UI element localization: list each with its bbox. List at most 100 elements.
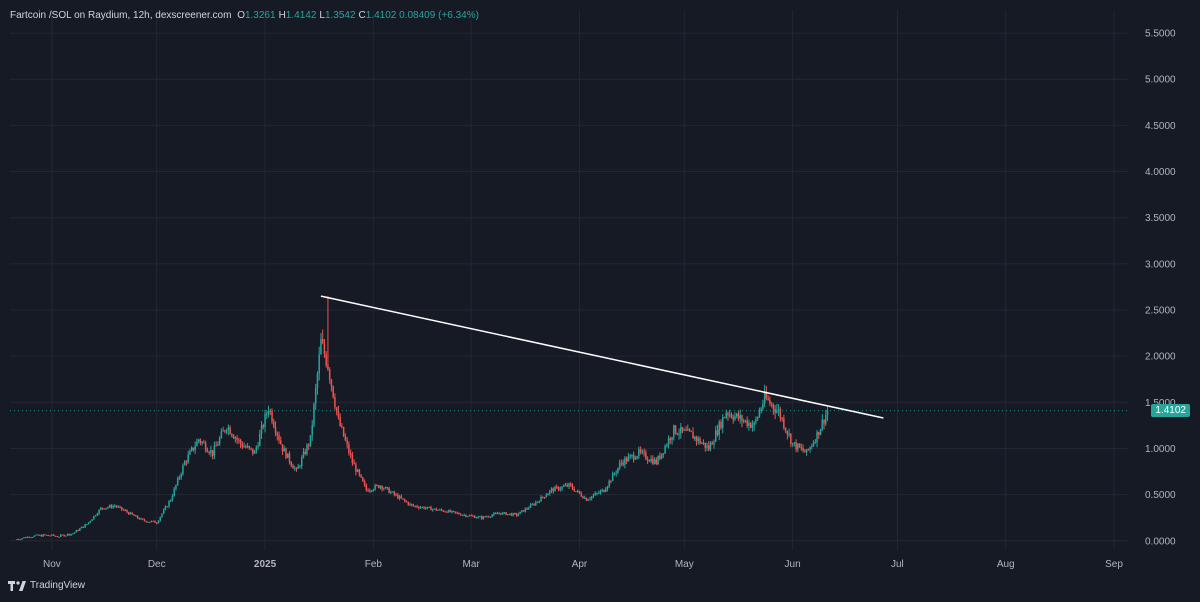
candle-body — [306, 444, 308, 454]
candle-body — [613, 473, 616, 475]
candle-body — [321, 338, 324, 344]
candle-body — [451, 510, 453, 513]
candle-body — [154, 520, 156, 523]
candle-body — [155, 522, 158, 524]
candle-body — [578, 490, 581, 494]
candle-body — [82, 526, 85, 528]
ohlc-value-h: 1.4142 — [285, 10, 317, 21]
x-tick-label: Nov — [43, 559, 61, 570]
candle-body — [229, 427, 231, 435]
candle-body — [458, 512, 460, 515]
candle-body — [702, 442, 705, 444]
candle-body — [536, 501, 539, 503]
candle-body — [84, 524, 86, 528]
candle-body — [620, 462, 623, 464]
candle-body — [196, 441, 198, 447]
candle-body — [344, 436, 347, 441]
candle-body — [72, 533, 74, 535]
candle-body — [763, 391, 766, 404]
candle-body — [297, 466, 299, 469]
candle-body — [611, 473, 614, 481]
candle-body — [187, 454, 189, 463]
candle-body — [197, 439, 200, 442]
candle-body — [466, 516, 469, 518]
candle-body — [641, 451, 644, 453]
candle-body — [145, 520, 148, 523]
ohlc-value-l: 1.3542 — [324, 10, 356, 21]
candle-body — [697, 438, 700, 441]
candle-body — [779, 409, 782, 419]
candle-body — [49, 535, 51, 537]
candle-body — [711, 443, 713, 445]
candle-body — [149, 521, 151, 523]
candle-body — [765, 391, 768, 399]
candle-body — [77, 529, 79, 531]
candle-body — [220, 431, 223, 439]
candle-body — [601, 489, 603, 491]
candle-body — [194, 446, 196, 451]
candle-body — [580, 493, 582, 497]
candle-body — [45, 534, 48, 536]
candle-body — [224, 430, 226, 432]
candle-body — [505, 512, 507, 516]
candle-body — [290, 461, 292, 466]
candle-body — [40, 534, 43, 537]
candle-body — [182, 465, 184, 474]
candle-body — [87, 522, 90, 525]
candle-body — [823, 419, 825, 424]
candle-body — [269, 410, 272, 412]
candle-body — [391, 491, 394, 493]
candle-body — [552, 488, 555, 492]
candle-body — [529, 504, 532, 508]
candle-body — [694, 436, 696, 439]
candle-body — [744, 420, 747, 422]
candle-body — [19, 539, 22, 541]
candle-body — [645, 452, 647, 460]
candle-body — [624, 458, 626, 465]
candle-body — [421, 506, 424, 508]
candle-body — [180, 473, 182, 478]
candle-body — [662, 453, 665, 455]
candle-body — [351, 455, 354, 464]
candle-body — [760, 408, 762, 412]
y-tick-label: 2.5000 — [1145, 306, 1176, 317]
candle-body — [517, 514, 520, 516]
candle-body — [542, 496, 544, 498]
candle-body — [365, 484, 368, 491]
candle-body — [442, 510, 444, 512]
candle-body — [369, 490, 371, 492]
brand[interactable]: TradingView — [8, 580, 85, 591]
candle-body — [681, 427, 684, 431]
candle-body — [119, 506, 121, 508]
candle-body — [508, 513, 511, 515]
candle-body — [239, 440, 242, 445]
candle-body — [667, 438, 670, 446]
candle-body — [215, 445, 217, 447]
candle-body — [486, 516, 488, 518]
candle-body — [173, 488, 175, 497]
candle-body — [533, 504, 535, 506]
candle-body — [772, 404, 775, 409]
candle-body — [252, 448, 254, 454]
candle-body — [86, 524, 88, 526]
candle-body — [390, 491, 392, 494]
candle-body — [264, 413, 266, 428]
candle-body — [54, 535, 57, 537]
candle-body — [419, 507, 422, 509]
candle-body — [494, 513, 497, 515]
candle-body — [522, 510, 525, 512]
candle-body — [563, 485, 565, 487]
candle-body — [430, 507, 432, 511]
candle-body — [328, 369, 331, 380]
candle-body — [618, 463, 621, 468]
candle-body — [571, 485, 574, 489]
candle-body — [400, 496, 403, 499]
candle-body — [498, 513, 500, 515]
candle-body — [547, 493, 549, 496]
candle-body — [716, 430, 719, 435]
candle-body — [222, 430, 224, 432]
candle-body — [692, 431, 694, 439]
candle-body — [313, 403, 315, 426]
